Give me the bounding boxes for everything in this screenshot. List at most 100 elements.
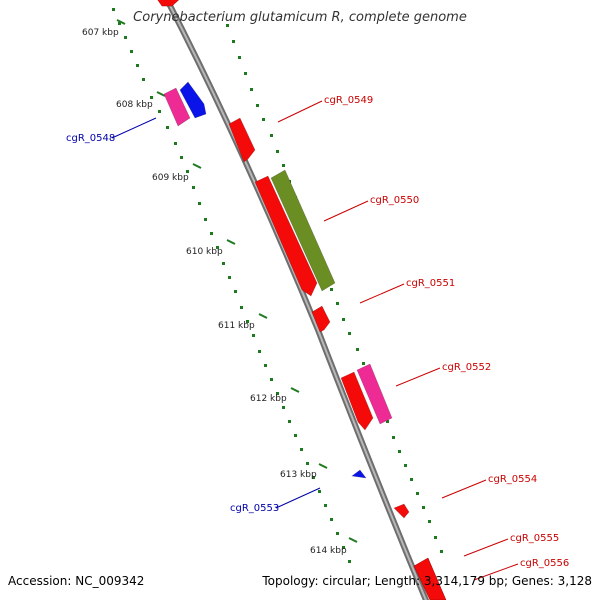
tick-label: 607 kbp	[82, 28, 119, 38]
tick-dot	[276, 392, 279, 395]
tick-dot	[262, 118, 265, 121]
tick-dot	[142, 78, 145, 81]
tick-dot	[330, 288, 333, 291]
tick-dot	[198, 202, 201, 205]
tick-dot	[330, 518, 333, 521]
gene-arrow-cgR_0554[interactable]	[393, 503, 410, 519]
tick-dot	[294, 434, 297, 437]
gene-leader-line	[473, 563, 519, 581]
tick-dot	[416, 492, 419, 495]
tick-label: 608 kbp	[116, 100, 153, 110]
tick-dot	[342, 318, 345, 321]
tick-dot	[158, 110, 161, 113]
tick-dot	[238, 56, 241, 59]
gene-fragment-top	[157, 0, 179, 7]
tick-dot	[166, 126, 169, 129]
genome-summary-text: Topology: circular; Length: 3,314,179 bp…	[262, 574, 592, 588]
tick-dot	[312, 476, 315, 479]
tick-dot	[264, 364, 267, 367]
gene-label-cgR_0555[interactable]: cgR_0555	[510, 533, 559, 544]
tick-dot	[392, 436, 395, 439]
tick-dot	[240, 306, 243, 309]
tick-dot	[186, 170, 189, 173]
tick-mark	[226, 239, 236, 245]
tick-dot	[118, 22, 121, 25]
tick-mark	[290, 387, 300, 393]
tick-dot	[180, 156, 183, 159]
tick-dot	[356, 348, 359, 351]
tick-dot	[348, 560, 351, 563]
gene-arrow-cgR_0548-pink[interactable]	[163, 87, 191, 127]
tick-dot	[226, 24, 229, 27]
tick-dot	[112, 8, 115, 11]
accession-text: Accession: NC_009342	[8, 574, 145, 588]
tick-label: 612 kbp	[250, 394, 287, 404]
tick-dot	[336, 302, 339, 305]
tick-label: 613 kbp	[280, 470, 317, 480]
tick-dot	[252, 334, 255, 337]
gene-label-cgR_0554[interactable]: cgR_0554	[488, 474, 537, 485]
gene-leader-line	[323, 200, 369, 222]
tick-dot	[306, 462, 309, 465]
tick-dot	[300, 448, 303, 451]
tick-dot	[386, 420, 389, 423]
gene-label-cgR_0549[interactable]: cgR_0549	[324, 95, 373, 106]
tick-mark	[348, 537, 358, 543]
tick-dot	[282, 406, 285, 409]
gene-fragment-bottom	[413, 557, 447, 600]
tick-mark	[116, 19, 126, 25]
tick-dot	[282, 164, 285, 167]
tick-mark	[192, 163, 202, 169]
tick-dot	[342, 546, 345, 549]
tick-mark	[318, 463, 328, 469]
tick-dot	[434, 536, 437, 539]
tick-label: 611 kbp	[218, 321, 255, 331]
tick-dot	[440, 550, 443, 553]
tick-dot	[404, 464, 407, 467]
gene-label-cgR_0552[interactable]: cgR_0552	[442, 362, 491, 373]
gene-leader-line	[359, 283, 405, 304]
tick-dot	[270, 378, 273, 381]
gene-label-cgR_0551[interactable]: cgR_0551	[406, 278, 455, 289]
gene-leader-line	[277, 100, 323, 123]
tick-dot	[174, 142, 177, 145]
gene-label-cgR_0556[interactable]: cgR_0556	[520, 558, 569, 569]
tick-dot	[362, 362, 365, 365]
gene-leader-line	[275, 487, 321, 509]
tick-dot	[130, 50, 133, 53]
tick-dot	[318, 490, 321, 493]
gene-arrow-cgR_0552[interactable]	[340, 371, 374, 431]
tick-dot	[250, 88, 253, 91]
tick-dot	[276, 150, 279, 153]
tick-dot	[410, 478, 413, 481]
gene-label-cgR_0548[interactable]: cgR_0548	[66, 133, 115, 144]
tick-dot	[228, 276, 231, 279]
tick-label: 614 kbp	[310, 546, 347, 556]
gene-label-cgR_0550[interactable]: cgR_0550	[370, 195, 419, 206]
gene-arrow-cgR_0549[interactable]	[228, 117, 256, 163]
tick-dot	[124, 36, 127, 39]
tick-dot	[246, 320, 249, 323]
gene-arrow-cgR_0552-pink[interactable]	[356, 363, 393, 425]
tick-dot	[244, 72, 247, 75]
gene-arrow-cgR_0548[interactable]	[179, 81, 207, 119]
backbone-highlight	[166, 0, 427, 600]
gene-label-cgR_0553[interactable]: cgR_0553	[230, 503, 279, 514]
tick-dot	[324, 504, 327, 507]
gene-leader-line	[463, 538, 509, 557]
tick-dot	[210, 232, 213, 235]
tick-dot	[234, 290, 237, 293]
tick-dot	[336, 532, 339, 535]
gene-arrow-cgR_0550-olive[interactable]	[270, 169, 336, 292]
tick-dot	[288, 420, 291, 423]
tick-dot	[398, 450, 401, 453]
gene-arrow-cgR_0553[interactable]	[351, 469, 367, 479]
gene-arrow-cgR_0551[interactable]	[311, 305, 331, 333]
tick-dot	[204, 218, 207, 221]
tick-mark	[156, 91, 166, 97]
gene-arrow-cgR_0550[interactable]	[254, 175, 318, 297]
tick-dot	[216, 246, 219, 249]
tick-label: 610 kbp	[186, 247, 223, 257]
